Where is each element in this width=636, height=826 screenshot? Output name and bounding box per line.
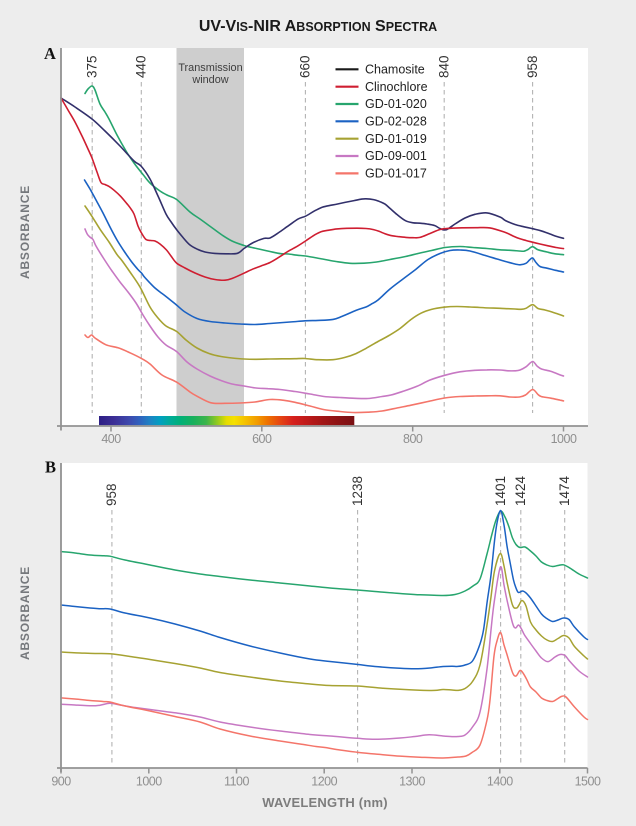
svg-text:900: 900 xyxy=(51,775,71,789)
svg-text:1424: 1424 xyxy=(513,475,528,506)
svg-text:600: 600 xyxy=(252,432,272,446)
svg-text:840: 840 xyxy=(436,55,451,78)
svg-text:B: B xyxy=(45,458,56,477)
svg-text:ABSORBANCE: ABSORBANCE xyxy=(18,566,32,660)
svg-text:1238: 1238 xyxy=(350,476,365,506)
svg-text:WAVELENGTH (nm): WAVELENGTH (nm) xyxy=(262,795,388,810)
svg-text:A: A xyxy=(44,44,56,63)
svg-text:958: 958 xyxy=(104,483,119,506)
svg-text:Chamosite: Chamosite xyxy=(365,63,425,77)
svg-text:1100: 1100 xyxy=(224,775,249,789)
svg-text:1200: 1200 xyxy=(311,775,337,789)
svg-text:GD-01-017: GD-01-017 xyxy=(365,167,427,181)
svg-text:GD-01-020: GD-01-020 xyxy=(365,97,427,111)
svg-text:1000: 1000 xyxy=(551,432,577,446)
svg-text:440: 440 xyxy=(134,55,149,78)
svg-text:Clinochlore: Clinochlore xyxy=(365,80,428,94)
svg-text:660: 660 xyxy=(298,55,313,78)
svg-text:GD-01-019: GD-01-019 xyxy=(365,132,427,146)
svg-text:GD-09-001: GD-09-001 xyxy=(365,149,427,163)
svg-text:400: 400 xyxy=(101,432,121,446)
svg-text:Transmission: Transmission xyxy=(178,62,242,74)
svg-text:1401: 1401 xyxy=(493,476,508,506)
svg-text:1500: 1500 xyxy=(575,775,601,789)
svg-text:1474: 1474 xyxy=(557,475,572,506)
svg-text:ABSORBANCE: ABSORBANCE xyxy=(18,185,32,279)
svg-text:1000: 1000 xyxy=(136,775,162,789)
svg-text:window: window xyxy=(191,74,228,86)
svg-text:958: 958 xyxy=(525,55,540,78)
svg-text:GD-02-028: GD-02-028 xyxy=(365,115,427,129)
svg-text:1300: 1300 xyxy=(399,775,425,789)
svg-text:UV-VIS-NIR ABSORPTION SPECTRA: UV-VIS-NIR ABSORPTION SPECTRA xyxy=(199,18,437,35)
svg-text:375: 375 xyxy=(84,55,99,78)
svg-text:1400: 1400 xyxy=(487,775,513,789)
svg-text:800: 800 xyxy=(403,432,423,446)
